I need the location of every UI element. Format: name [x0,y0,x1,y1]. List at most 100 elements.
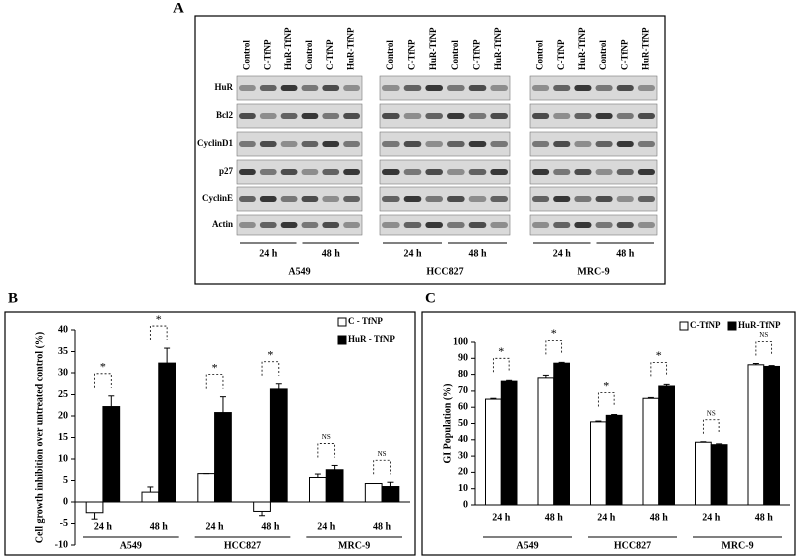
blot-band [280,113,298,119]
error-bar [147,486,154,493]
legend-label: C - TfNP [348,316,383,326]
blot-band [553,169,571,175]
blot-band [343,141,360,147]
lane-label: Control [304,40,314,70]
time-label: 24 h [553,248,572,259]
blot-band [532,85,550,91]
blot-band [343,113,360,119]
blot-band [574,85,592,91]
error-bar [275,383,282,389]
lane-label: HuR-TfNP [493,27,503,70]
y-tick-label: 10 [58,453,68,464]
legend-label: HuR-TfNP [738,320,781,330]
blot-band [239,222,256,228]
y-tick-label: 90 [458,353,468,364]
significance-label: * [100,360,106,374]
blot-band [322,85,340,91]
blot-band [259,169,277,175]
blot-band [637,113,655,119]
blot-band [425,169,443,175]
blot-band [616,196,634,202]
legend-label: C-TfNP [690,320,721,330]
blot [379,214,511,236]
significance-label: * [656,348,662,362]
blot [236,214,363,236]
significance-label: NS [759,331,768,339]
y-tick-label: 30 [58,367,68,378]
blot-band [574,169,592,175]
blot [529,186,658,212]
lane-label: Control [450,40,460,70]
blot-band [532,113,550,119]
error-bar [387,481,394,487]
bar [642,397,660,506]
bar [605,414,623,506]
blot-band [403,169,422,175]
bar [710,444,728,506]
blot-band [425,196,443,202]
blot-band [301,85,319,91]
blot-band [616,141,634,147]
legend-label: HuR - TfNP [348,334,395,344]
group-label: MRC-9 [338,540,370,551]
lane-label: Control [241,40,251,70]
blot-band [595,141,613,147]
panel-frame [421,311,796,556]
blot-band [259,141,277,147]
bar [269,388,288,503]
y-tick-label: 80 [458,369,468,380]
blot-band [468,222,487,228]
blot-band [468,141,487,147]
blot-band [553,141,571,147]
blot-band [322,196,340,202]
error-bar [259,511,266,517]
bar [214,412,232,503]
blot-band [447,222,465,228]
bar [590,421,607,506]
blot-band [532,169,550,175]
significance-bracket [492,357,510,373]
blot-band [322,141,340,147]
legend-swatch [679,321,689,331]
significance-bracket [261,361,280,376]
blot-band [447,141,465,147]
significance-label: * [498,344,504,358]
blot-band [595,196,613,202]
error-bar [752,363,759,365]
blot-band [301,113,319,119]
panel-a-frame [194,15,666,285]
blot-band [403,222,422,228]
blot-band [403,196,422,202]
bar [141,491,160,503]
bar [253,501,271,512]
y-tick-label: 30 [458,450,468,461]
bar [381,486,400,503]
lane-label: HuR-TfNP [577,27,587,70]
blot [379,103,511,129]
blot-band [574,141,592,147]
row-label: Bcl2 [216,110,233,120]
error-bar [663,383,670,387]
significance-label: * [603,378,609,392]
blot-band [239,169,256,175]
blot-band [490,196,508,202]
significance-bracket [650,361,668,377]
blot-band [280,196,298,202]
blot-band [403,85,422,91]
x-tick-label: 24 h [317,521,336,532]
lane-label: HuR-TfNP [640,27,650,70]
y-tick-label: 40 [58,324,68,335]
bar [553,362,570,506]
y-tick-label: 35 [58,346,68,357]
blot-band [616,222,634,228]
y-tick-label: 15 [58,432,68,443]
bar [485,398,502,506]
blot-band [322,113,340,119]
blot [379,186,511,212]
y-tick-label: 25 [58,389,68,400]
blot-band [553,222,571,228]
y-tick-label: 70 [458,385,468,396]
blot-band [490,113,508,119]
blot-band [301,169,319,175]
